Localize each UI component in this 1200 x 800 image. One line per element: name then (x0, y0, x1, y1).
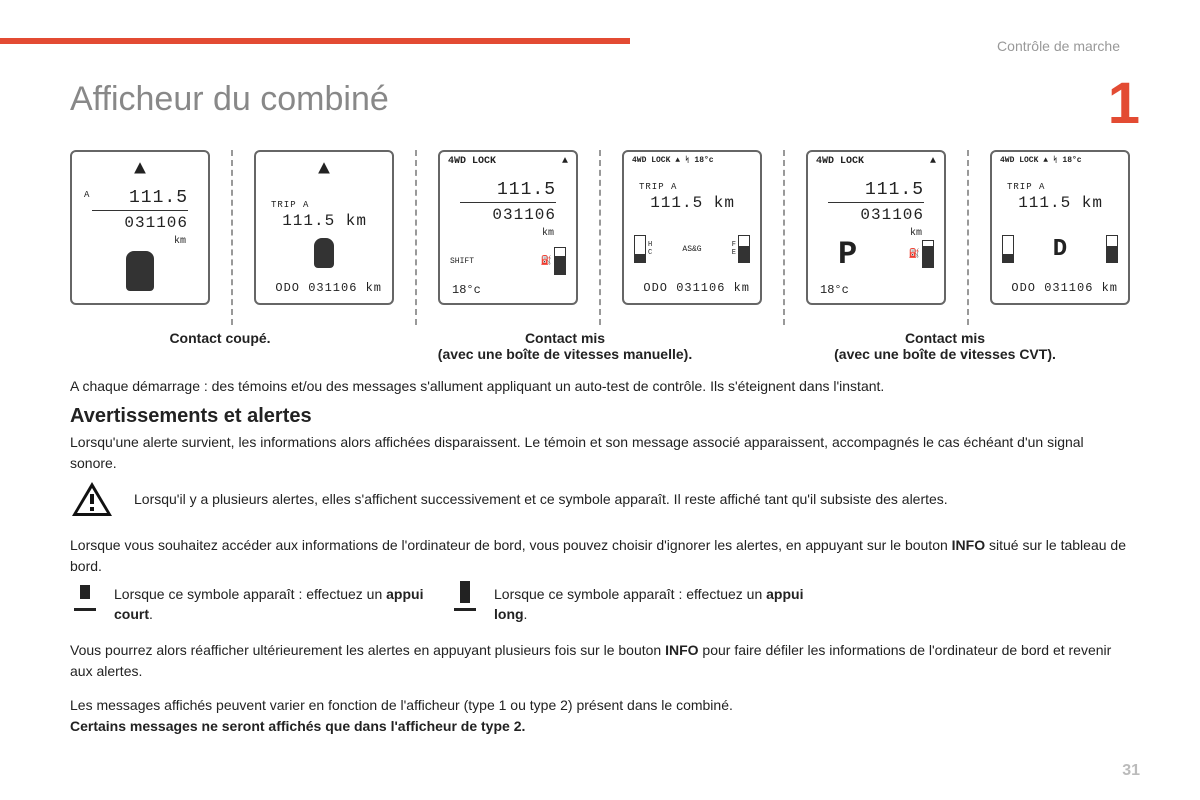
display-panel-4: 4WD LOCK ▲ ᛋ 18°c TRIP A 111.5 km HC AS&… (622, 150, 762, 305)
temp: 18°c (452, 283, 481, 297)
status-bar: 4WD LOCK ▲ ᛋ 18°c (632, 156, 752, 165)
separator (967, 150, 969, 325)
car-icon (126, 251, 154, 291)
warning-icon: ▲ (318, 158, 330, 181)
display-panel-3: 4WD LOCK▲ 111.5 031106 km SHIFT ⛽ 18°c (438, 150, 578, 305)
gear-indicator: P (838, 236, 857, 273)
display-panel-6: 4WD LOCK ▲ ᛋ 18°c TRIP A 111.5 km D ODO … (990, 150, 1130, 305)
display-panels-row: ▲ A 111.5 031106 km ▲ TRIP A 111.5 km OD… (70, 150, 1130, 325)
trip-label: TRIP A (1007, 182, 1045, 192)
trip-value: 111.5 km (650, 194, 735, 212)
km-unit: km (542, 228, 554, 239)
km-unit: km (174, 236, 186, 247)
press-row: Lorsque ce symbole apparaît : effectuez … (70, 585, 1130, 624)
caption-2: Contact mis (avec une boîte de vitesses … (370, 330, 760, 362)
odometer: 031106 (92, 214, 188, 232)
km-unit: km (910, 228, 922, 239)
caption-1: Contact coupé. (70, 330, 370, 362)
odo-bottom: ODO 031106 km (624, 281, 750, 295)
short-press-icon (70, 585, 100, 615)
gauge-row: D (1002, 235, 1118, 263)
section-heading: Avertissements et alertes (70, 405, 312, 428)
type-note: Les messages affichés peuvent varier en … (70, 695, 1130, 737)
display-panel-2: ▲ TRIP A 111.5 km ODO 031106 km (254, 150, 394, 305)
fuel-gauge: ⛽ (909, 240, 934, 268)
warning-triangle-icon (70, 480, 114, 518)
page-number: 31 (1122, 762, 1140, 780)
gauge-row: SHIFT ⛽ (450, 247, 566, 275)
main-reading: 111.5 (460, 180, 556, 203)
chapter-number: 1 (1108, 75, 1140, 133)
gear-indicator: D (1053, 236, 1067, 263)
odo-bottom: ODO 031106 km (992, 281, 1118, 295)
long-press-icon (450, 585, 480, 615)
trip-label: TRIP A (639, 182, 677, 192)
auto-test-text: A chaque démarrage : des témoins et/ou d… (70, 376, 1130, 397)
odometer: 031106 (460, 206, 556, 224)
car-icon (314, 238, 334, 268)
short-press-item: Lorsque ce symbole apparaît : effectuez … (70, 585, 450, 624)
odometer: 031106 (828, 206, 924, 224)
display-panel-5: 4WD LOCK▲ 111.5 031106 km P ⛽ 18°c (806, 150, 946, 305)
redisplay-text: Vous pourrez alors réafficher ultérieure… (70, 640, 1130, 682)
info-button-text: Lorsque vous souhaitez accéder aux infor… (70, 535, 1130, 577)
main-reading: 111.5 (828, 180, 924, 203)
section-label: Contrôle de marche (997, 38, 1120, 54)
caption-3: Contact mis (avec une boîte de vitesses … (760, 330, 1130, 362)
gauge-row: HC AS&G FE (634, 235, 750, 263)
separator (231, 150, 233, 325)
separator (415, 150, 417, 325)
captions-row: Contact coupé. Contact mis (avec une boî… (70, 330, 1130, 362)
accent-bar (0, 38, 630, 44)
main-reading: 111.5 (92, 188, 188, 211)
alert-intro: Lorsqu'une alerte survient, les informat… (70, 432, 1130, 474)
status-bar: 4WD LOCK▲ (448, 156, 568, 167)
long-press-item: Lorsque ce symbole apparaît : effectuez … (450, 585, 830, 624)
page-title: Afficheur du combiné (70, 80, 389, 119)
warning-icon: ▲ (134, 158, 146, 181)
status-bar: 4WD LOCK ▲ ᛋ 18°c (1000, 156, 1120, 165)
multi-alert-text: Lorsqu'il y a plusieurs alertes, elles s… (134, 491, 948, 507)
odo-bottom: ODO 031106 km (256, 281, 382, 295)
separator (783, 150, 785, 325)
trip-label: TRIP A (271, 200, 309, 210)
temp: 18°c (820, 283, 849, 297)
trip-value: 111.5 km (1018, 194, 1103, 212)
multi-alert-row: Lorsqu'il y a plusieurs alertes, elles s… (70, 480, 1130, 518)
status-bar: 4WD LOCK▲ (816, 156, 936, 167)
separator (599, 150, 601, 325)
trip-value: 111.5 km (282, 212, 367, 230)
display-panel-1: ▲ A 111.5 031106 km (70, 150, 210, 305)
trip-letter: A (84, 190, 90, 200)
